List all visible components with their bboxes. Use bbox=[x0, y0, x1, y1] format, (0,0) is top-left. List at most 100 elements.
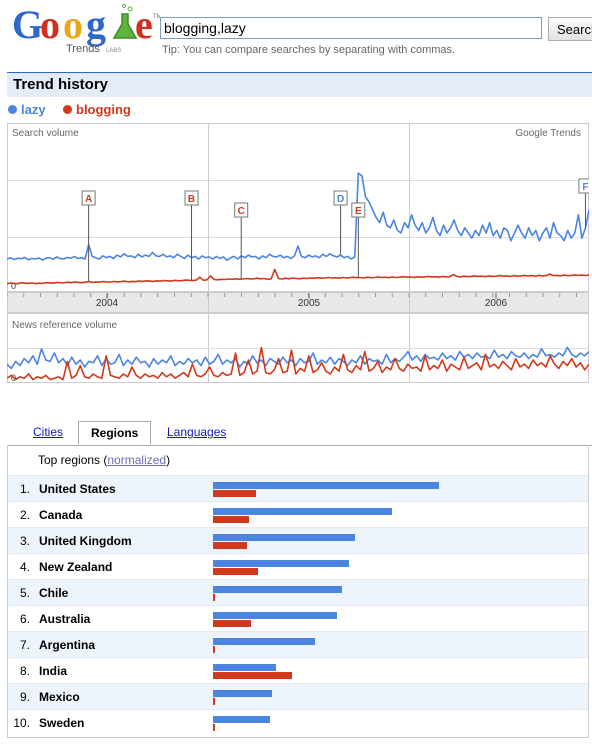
series-line-lazy bbox=[7, 172, 589, 262]
region-name[interactable]: Canada bbox=[39, 508, 83, 522]
svg-text:G: G bbox=[12, 2, 43, 47]
tab-regions[interactable]: Regions bbox=[78, 421, 152, 445]
bar-lazy bbox=[213, 638, 315, 645]
svg-text:o: o bbox=[63, 2, 83, 47]
marker-label-a: A bbox=[85, 194, 92, 205]
table-row: 8. India bbox=[8, 657, 588, 684]
time-axis-band bbox=[7, 292, 589, 313]
bar-lazy bbox=[213, 664, 277, 671]
bar-blogging bbox=[213, 542, 247, 549]
bar-lazy bbox=[213, 508, 392, 515]
legend-label: lazy bbox=[21, 102, 46, 117]
table-row: 5. Chile bbox=[8, 579, 588, 606]
logo-sub: Trends bbox=[66, 43, 100, 55]
region-name[interactable]: Sweden bbox=[39, 716, 85, 730]
legend-lazy: lazy bbox=[8, 102, 46, 117]
table-row: 10. Sweden bbox=[8, 709, 588, 736]
bar-lazy bbox=[213, 716, 270, 723]
region-name[interactable]: United Kingdom bbox=[39, 534, 132, 548]
top-regions-panel: Top regions (normalized) 1. United States… bbox=[7, 445, 589, 738]
table-row: 7. Argentina bbox=[8, 631, 588, 658]
top-regions-header: Top regions (normalized) bbox=[38, 453, 170, 467]
top-regions-paren: ) bbox=[166, 453, 171, 467]
year-tick-label: 2005 bbox=[298, 298, 321, 309]
tab-languages[interactable]: Languages bbox=[167, 425, 227, 439]
marker-flag bbox=[578, 178, 589, 194]
svg-text:g: g bbox=[86, 2, 106, 47]
tab-cities[interactable]: Cities bbox=[33, 425, 64, 439]
region-rank: 3. bbox=[19, 534, 30, 548]
marker-label-f: F bbox=[582, 182, 588, 193]
search-button[interactable]: Search bbox=[548, 17, 592, 41]
y-zero-label: 0 bbox=[11, 281, 16, 291]
bar-blogging bbox=[213, 672, 293, 679]
marker-label-d: D bbox=[337, 194, 344, 205]
bar-blogging bbox=[213, 568, 259, 575]
watermark-label: Google Trends bbox=[515, 128, 581, 139]
svg-text:e: e bbox=[135, 2, 153, 47]
region-rank: 5. bbox=[19, 586, 30, 600]
region-rank: 2. bbox=[19, 508, 30, 522]
bar-lazy bbox=[213, 482, 439, 489]
table-row: 4. New Zealand bbox=[8, 553, 588, 580]
marker-flag bbox=[234, 202, 249, 218]
table-row: 2. Canada bbox=[8, 501, 588, 528]
region-name[interactable]: Argentina bbox=[39, 638, 96, 652]
region-name[interactable]: India bbox=[39, 664, 68, 678]
region-tabs: Cities Regions Languages bbox=[7, 421, 592, 446]
bar-blogging bbox=[213, 724, 216, 731]
bar-lazy bbox=[213, 586, 342, 593]
bar-blogging bbox=[213, 646, 216, 653]
region-rank: 10. bbox=[13, 716, 30, 730]
news-volume-label: News reference volume bbox=[12, 320, 117, 331]
region-name[interactable]: United States bbox=[39, 482, 116, 496]
region-rank: 4. bbox=[19, 560, 30, 574]
search-volume-frame bbox=[7, 123, 589, 292]
region-rank: 1. bbox=[19, 482, 30, 496]
news-line-blogging bbox=[7, 346, 589, 381]
marker-label-b: B bbox=[188, 194, 195, 205]
bar-blogging bbox=[213, 620, 252, 627]
svg-text:o: o bbox=[40, 2, 60, 47]
table-row: 3. United Kingdom bbox=[8, 527, 588, 554]
bar-blogging bbox=[213, 698, 216, 705]
legend-dot-icon bbox=[8, 105, 17, 114]
search-input[interactable] bbox=[160, 17, 542, 39]
search-tip: Tip: You can compare searches by separat… bbox=[162, 44, 456, 56]
marker-flag bbox=[351, 202, 366, 218]
trend-chart: Search volume Google Trends News reference… bbox=[7, 123, 589, 383]
bar-lazy bbox=[213, 560, 349, 567]
logo-badge: LABS bbox=[106, 48, 121, 54]
table-row: 6. Australia bbox=[8, 605, 588, 632]
legend-dot-icon bbox=[63, 105, 72, 114]
region-name[interactable]: New Zealand bbox=[39, 560, 113, 574]
region-rank: 7. bbox=[19, 638, 30, 652]
trend-chart-svg: Search volume Google Trends News reference… bbox=[7, 123, 589, 383]
news-line-lazy bbox=[7, 346, 589, 370]
bar-lazy bbox=[213, 534, 356, 541]
year-tick-label: 2004 bbox=[96, 298, 119, 309]
svg-text:TM: TM bbox=[153, 14, 160, 20]
table-row: 1. United States bbox=[8, 475, 588, 502]
series-line-blogging bbox=[7, 268, 589, 285]
google-trends-logo[interactable]: G o o g e TM Trends LABS bbox=[10, 2, 160, 64]
marker-flag bbox=[184, 190, 199, 206]
search-volume-label: Search volume bbox=[12, 128, 79, 139]
table-row: 9. Mexico bbox=[8, 683, 588, 710]
normalized-link[interactable]: normalized bbox=[107, 453, 167, 467]
year-tick-label: 2006 bbox=[485, 298, 508, 309]
trend-history-title: Trend history bbox=[13, 76, 109, 93]
region-name[interactable]: Australia bbox=[39, 612, 91, 626]
marker-flag bbox=[333, 190, 348, 206]
top-regions-label: Top regions ( bbox=[38, 453, 108, 467]
trend-history-header: Trend history bbox=[7, 72, 592, 97]
legend-blogging: blogging bbox=[63, 102, 131, 117]
region-name[interactable]: Mexico bbox=[39, 690, 80, 704]
bar-blogging bbox=[213, 516, 250, 523]
marker-label-c: C bbox=[238, 206, 245, 217]
marker-flag bbox=[81, 190, 96, 206]
bar-lazy bbox=[213, 690, 272, 697]
bar-blogging bbox=[213, 490, 256, 497]
region-name[interactable]: Chile bbox=[39, 586, 69, 600]
region-rank: 9. bbox=[19, 690, 30, 704]
